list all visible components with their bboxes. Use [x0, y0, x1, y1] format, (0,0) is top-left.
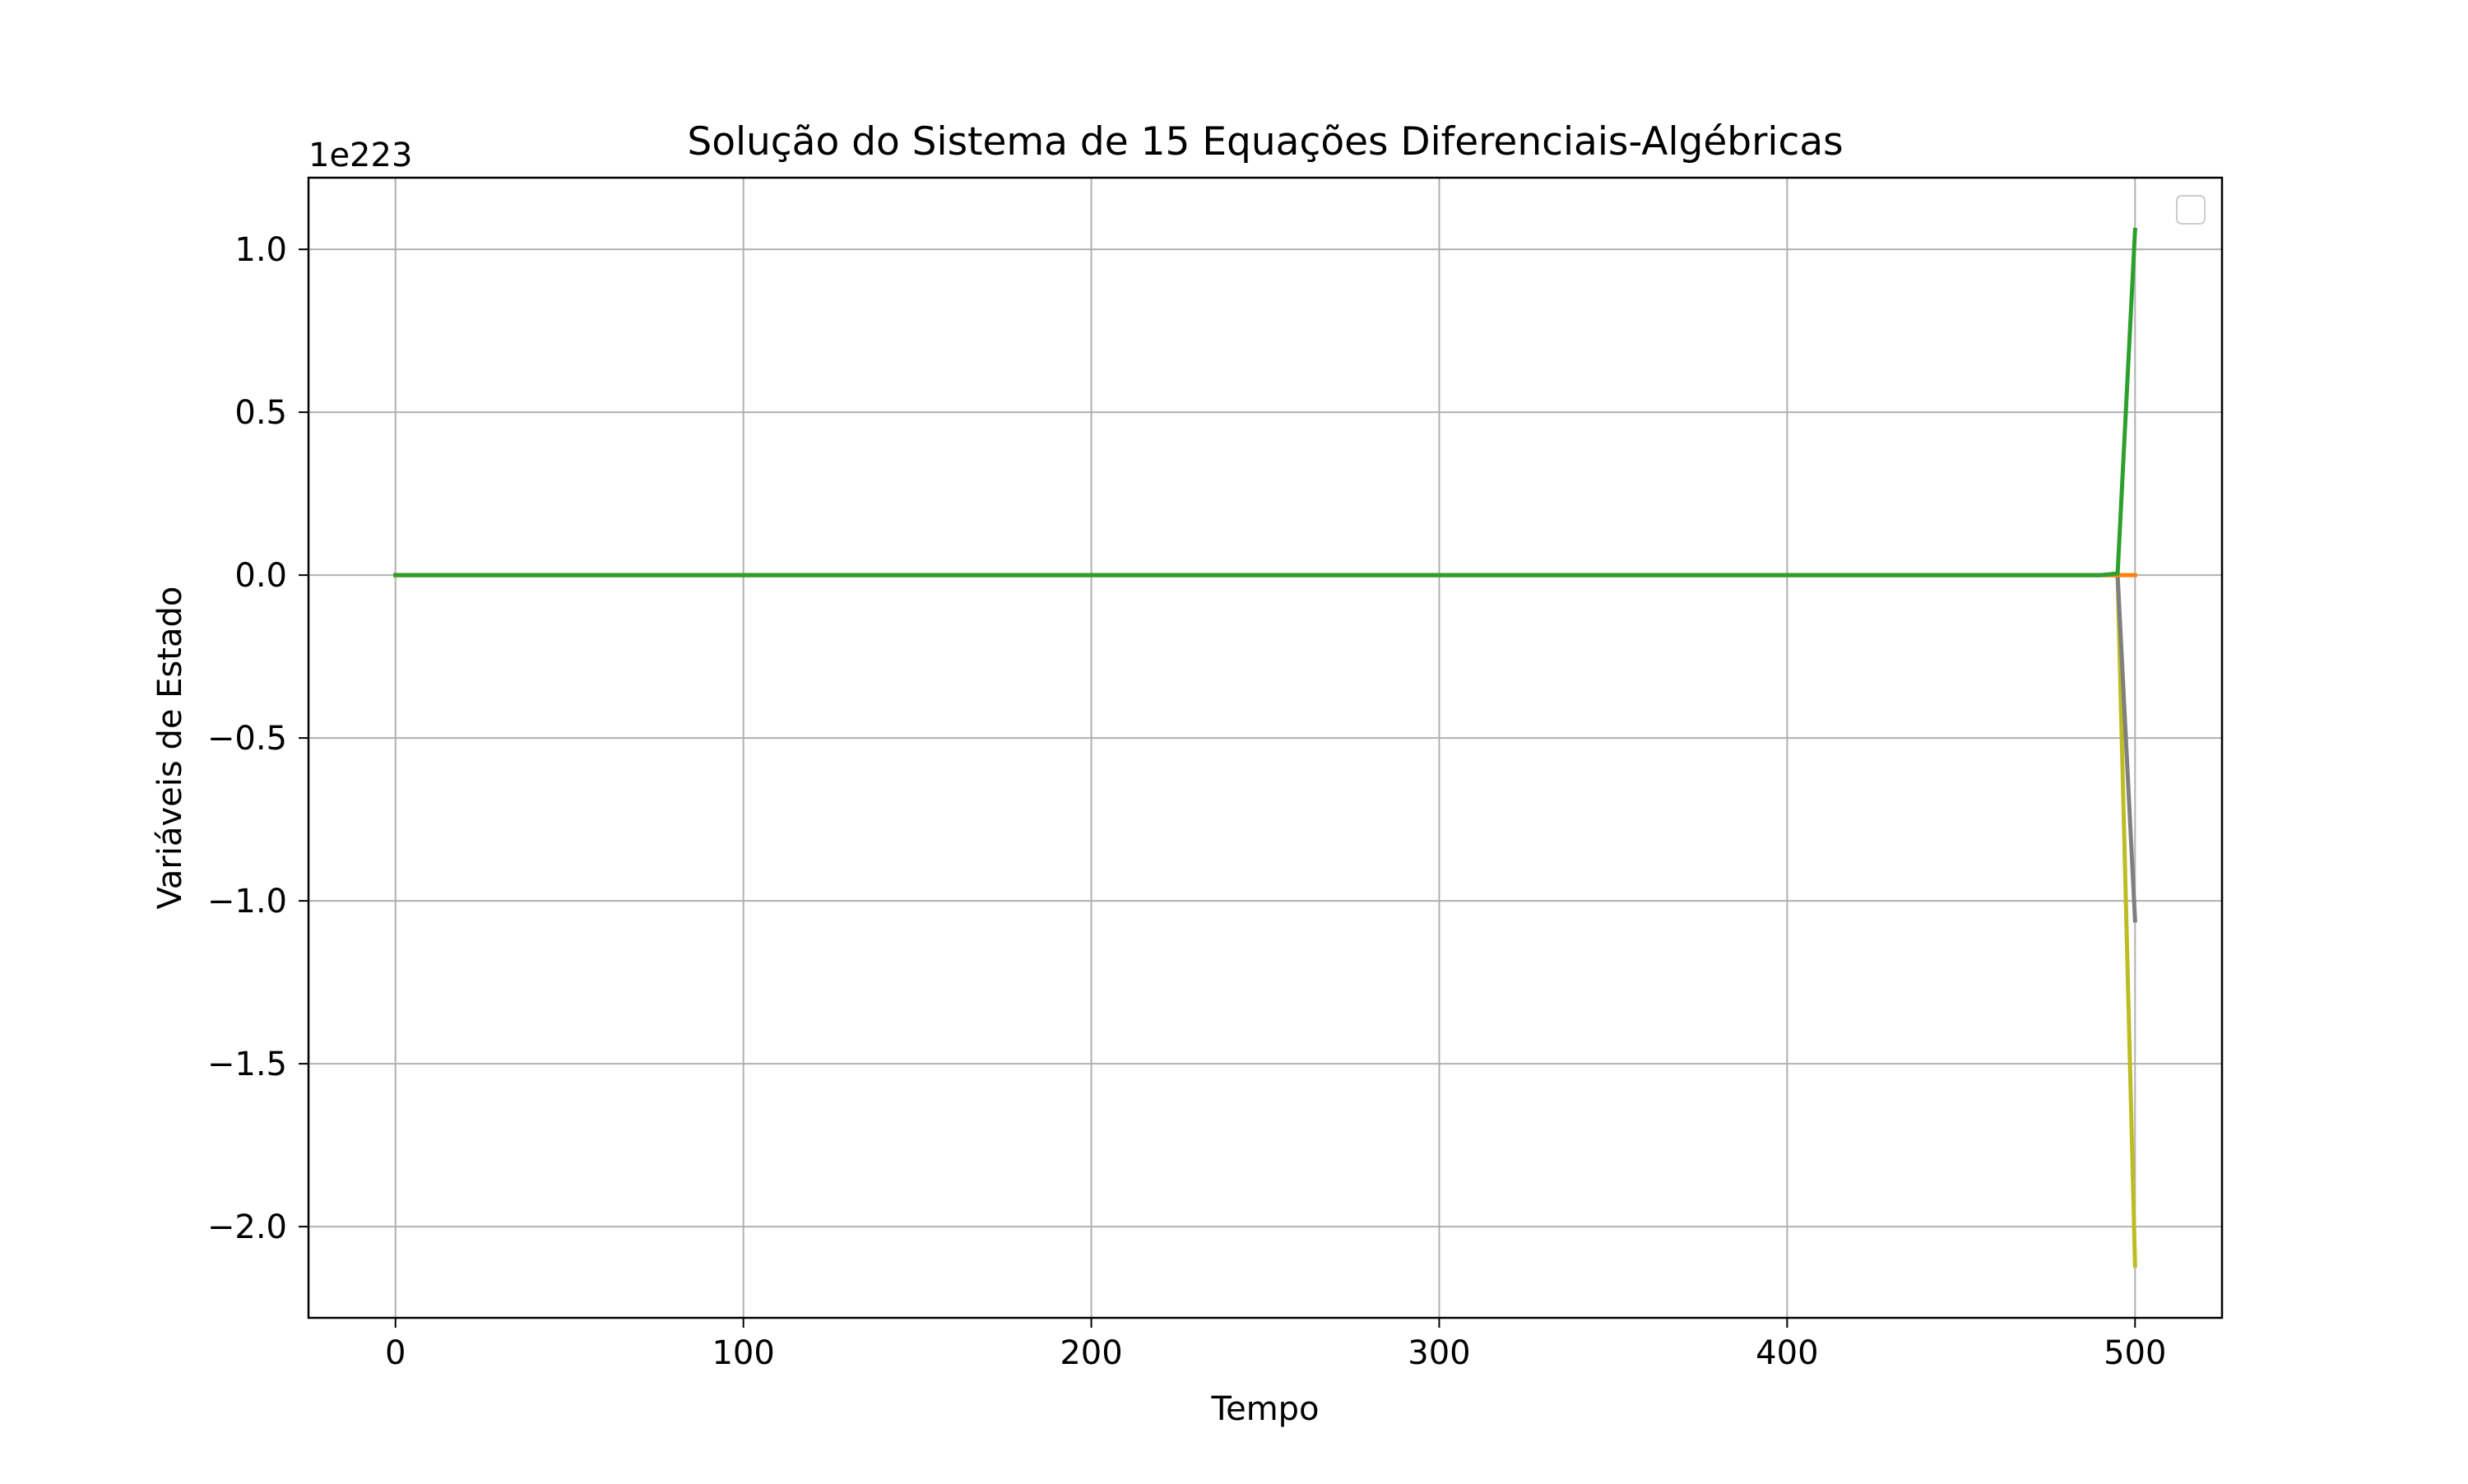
y-tick-label: 0.0	[234, 557, 287, 595]
x-tick-label: 400	[1756, 1334, 1818, 1372]
axis-ticks: 0 100 200 300 400 500 1.0 0.5 0.0 −0.5 −1.0 −1.5 −2.…	[207, 231, 2167, 1372]
series-lines	[393, 227, 2137, 1268]
y-tick-label: −1.0	[207, 883, 287, 921]
series-line-4	[393, 227, 2137, 577]
y-tick-label: −2.0	[207, 1208, 287, 1246]
y-axis-label: Variáveis de Estado	[151, 587, 189, 910]
y-tick-label: −1.5	[207, 1046, 287, 1083]
plot-frame	[307, 176, 2224, 1319]
x-tick-label: 0	[385, 1334, 406, 1372]
x-tick-label: 100	[712, 1334, 774, 1372]
x-tick-label: 300	[1408, 1334, 1470, 1372]
x-tick-label: 500	[2104, 1334, 2166, 1372]
x-tick-label: 200	[1060, 1334, 1122, 1372]
y-scale-offset-label: 1e223	[308, 137, 412, 174]
chart-title: Solução do Sistema de 15 Equações Difere…	[687, 119, 1843, 165]
legend-box	[2176, 195, 2206, 225]
y-tick-label: 1.0	[234, 231, 287, 269]
y-tick-label: 0.5	[234, 394, 287, 432]
y-tick-label: −0.5	[207, 720, 287, 758]
x-axis-label: Tempo	[1210, 1390, 1319, 1428]
